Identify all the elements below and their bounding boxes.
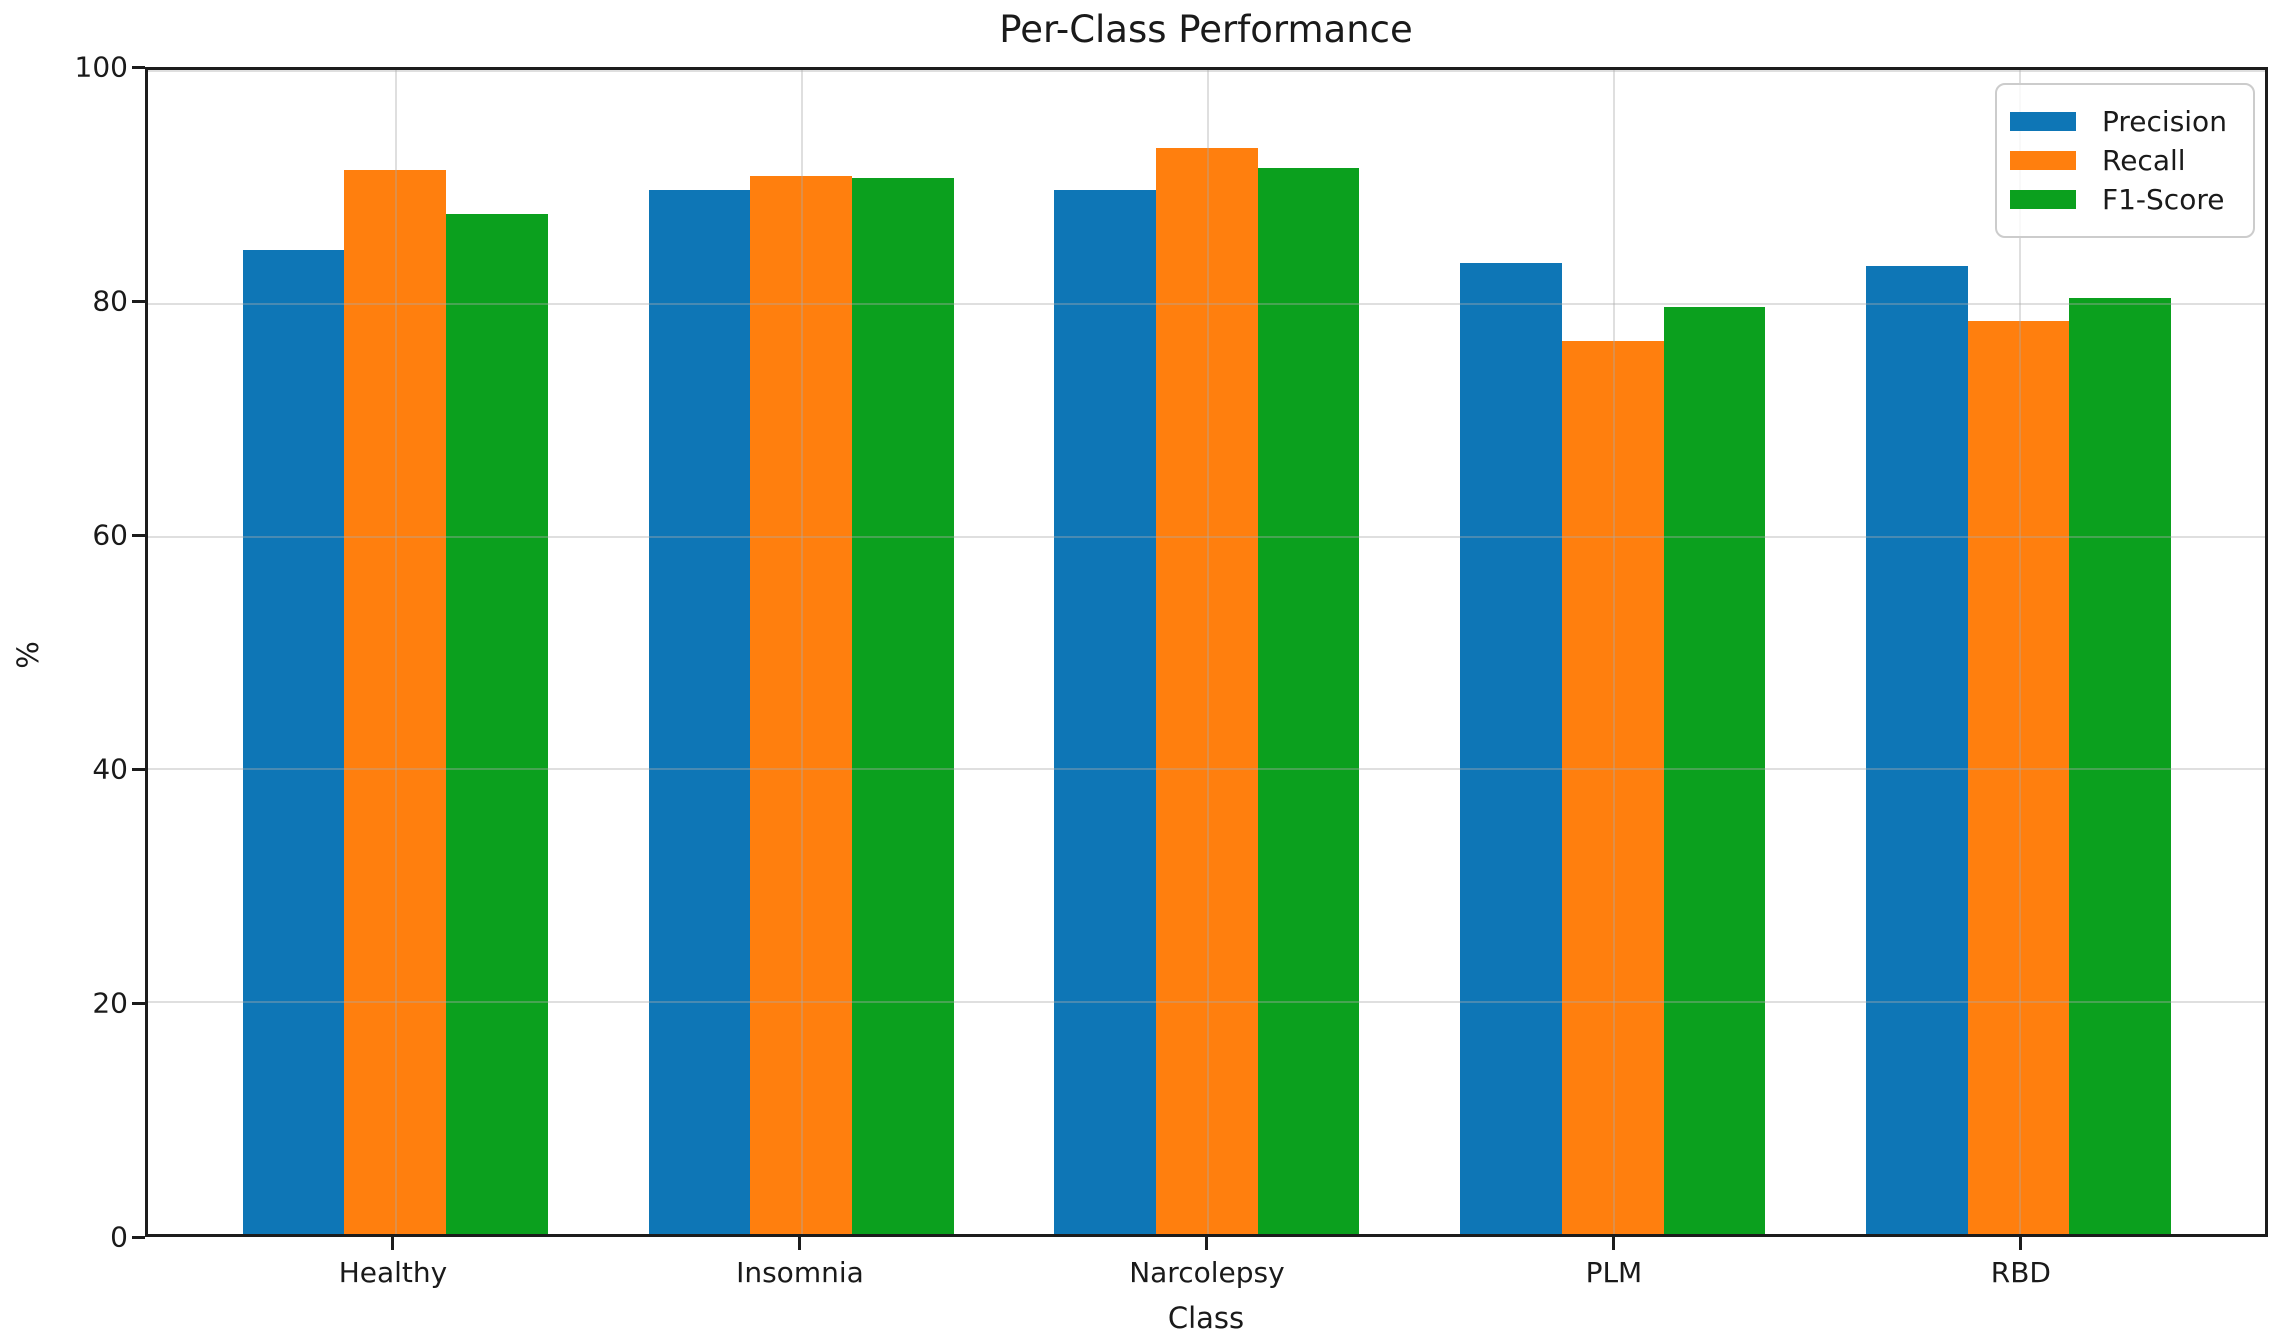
legend-label-precision: Precision [2102, 104, 2227, 138]
y-tick-label-20: 20 [92, 986, 128, 1020]
bar-rbd-recall [1967, 321, 2070, 1234]
y-tick-mark-100 [132, 65, 145, 69]
bar-narcolepsy-precision [1054, 189, 1157, 1234]
bar-narcolepsy-recall [1156, 148, 1258, 1234]
y-tick-mark-40 [132, 767, 145, 771]
legend-item-recall: Recall [2010, 143, 2243, 177]
x-tick-label-narcolepsy: Narcolepsy [1129, 1256, 1285, 1289]
y-tick-label-40: 40 [92, 752, 128, 786]
bar-healthy-recall [344, 170, 447, 1234]
y-tick-mark-80 [132, 299, 145, 303]
h-gridline-20 [148, 1001, 2265, 1004]
v-gridline-healthy [395, 70, 398, 1234]
bar-rbd-f1-score [2069, 298, 2171, 1234]
legend: Precision Recall F1-Score [1995, 83, 2255, 238]
x-tick-mark-rbd [2019, 1237, 2023, 1250]
h-gridline-80 [148, 302, 2265, 305]
legend-label-recall: Recall [2102, 143, 2186, 177]
legend-swatch-recall [2010, 151, 2076, 170]
y-tick-mark-20 [132, 1001, 145, 1005]
x-tick-mark-insomnia [798, 1237, 802, 1250]
y-axis-label: % [11, 641, 45, 669]
legend-swatch-f1-score [2010, 190, 2076, 209]
x-tick-label-rbd: RBD [1990, 1256, 2051, 1289]
bar-insomnia-f1-score [851, 178, 954, 1234]
bar-narcolepsy-f1-score [1257, 167, 1360, 1234]
y-tick-label-0: 0 [110, 1220, 128, 1254]
v-gridline-rbd [2018, 70, 2021, 1234]
x-tick-label-plm: PLM [1585, 1256, 1643, 1289]
bar-plm-precision [1460, 263, 1562, 1234]
bar-rbd-precision [1866, 265, 1968, 1234]
v-gridline-insomnia [801, 70, 804, 1234]
legend-item-f1-score: F1-Score [2010, 182, 2243, 216]
x-tick-mark-plm [1612, 1237, 1616, 1250]
y-tick-label-100: 100 [74, 50, 128, 84]
bar-healthy-precision [242, 250, 345, 1234]
x-tick-mark-healthy [391, 1237, 395, 1250]
v-gridline-narcolepsy [1206, 70, 1209, 1234]
x-tick-label-insomnia: Insomnia [736, 1256, 864, 1289]
y-tick-mark-0 [132, 1235, 145, 1239]
legend-item-precision: Precision [2010, 104, 2243, 138]
bar-plm-f1-score [1663, 307, 1766, 1234]
y-tick-mark-60 [132, 533, 145, 537]
x-tick-mark-narcolepsy [1205, 1237, 1209, 1250]
bar-insomnia-precision [648, 189, 751, 1234]
y-tick-label-60: 60 [92, 518, 128, 552]
x-axis-label: Class [1167, 1301, 1245, 1335]
x-tick-label-healthy: Healthy [338, 1256, 448, 1289]
h-gridline-40 [148, 768, 2265, 771]
h-gridline-60 [148, 535, 2265, 538]
plot-area [145, 67, 2268, 1237]
h-gridline-100 [148, 70, 2265, 72]
legend-label-f1-score: F1-Score [2102, 182, 2225, 216]
bar-healthy-f1-score [446, 214, 548, 1234]
bar-insomnia-recall [750, 175, 852, 1234]
bar-plm-recall [1561, 341, 1664, 1234]
y-tick-label-80: 80 [92, 284, 128, 318]
v-gridline-plm [1612, 70, 1615, 1234]
chart-title: Per-Class Performance [999, 8, 1413, 51]
legend-swatch-precision [2010, 112, 2076, 131]
